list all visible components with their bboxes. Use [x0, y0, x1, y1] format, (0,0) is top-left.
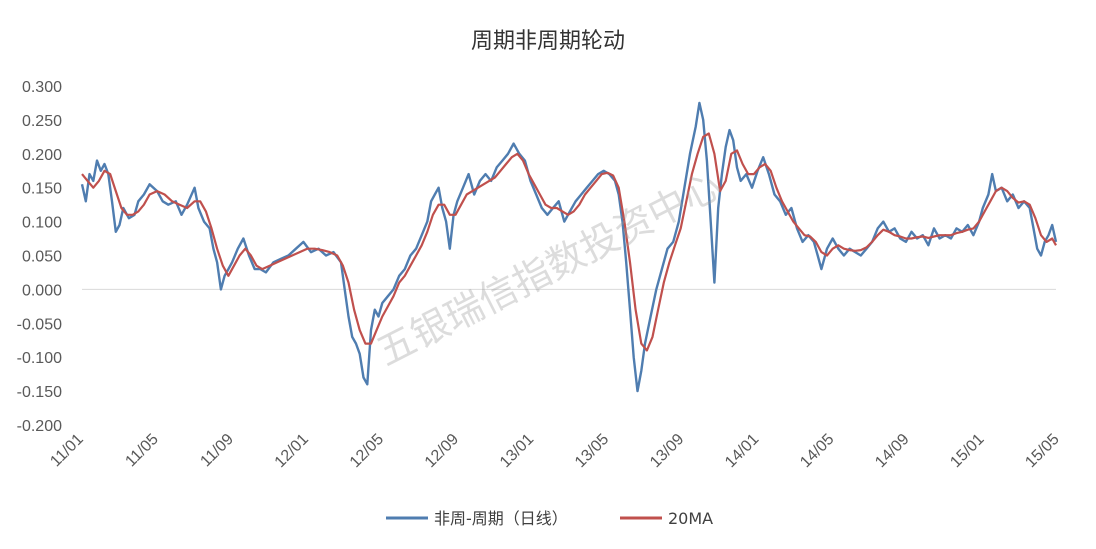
legend-label: 20MA	[668, 509, 713, 528]
y-tick-label: 0.200	[22, 147, 62, 164]
y-tick-label: 0.100	[22, 215, 62, 232]
y-axis: 0.300 0.250 0.200 0.150 0.100 0.050 0.000 -0.05…	[17, 79, 62, 435]
x-tick-label: 11/05	[122, 431, 162, 471]
legend-label: 非周-周期（日线）	[434, 509, 568, 528]
y-tick-label: -0.050	[17, 316, 62, 333]
x-tick-label: 13/05	[572, 431, 612, 471]
series-line-20ma	[81, 132, 1057, 352]
x-tick-label: 12/09	[422, 431, 462, 471]
legend: 非周-周期（日线） 20MA	[386, 509, 713, 528]
x-tick-label: 14/01	[722, 431, 762, 471]
y-tick-label: -0.200	[17, 418, 62, 435]
y-tick-label: 0.250	[22, 113, 62, 130]
x-tick-label: 14/09	[872, 431, 912, 471]
x-tick-label: 11/01	[47, 431, 87, 471]
series-group	[80, 101, 1058, 393]
y-tick-label: -0.150	[17, 384, 62, 401]
x-tick-label: 13/01	[497, 431, 537, 471]
series-line-daily	[80, 101, 1058, 393]
y-tick-label: 0.000	[22, 282, 62, 299]
x-tick-label: 12/01	[272, 431, 312, 471]
chart-title: 周期非周期轮动	[471, 29, 625, 54]
x-tick-label: 13/09	[647, 431, 687, 471]
x-tick-label: 15/01	[947, 431, 987, 471]
x-tick-label: 12/05	[347, 431, 387, 471]
watermark: 五银瑞信指数投资中心	[370, 163, 729, 375]
x-axis: 11/01 11/05 11/09 12/01 12/05 12/09 13/01 13/05…	[47, 431, 1062, 471]
y-tick-label: 0.150	[22, 181, 62, 198]
y-tick-label: 0.050	[22, 249, 62, 266]
x-tick-label: 11/09	[197, 431, 237, 471]
y-tick-label: -0.100	[17, 350, 62, 367]
y-tick-label: 0.300	[22, 79, 62, 96]
x-tick-label: 15/05	[1022, 431, 1062, 471]
x-tick-label: 14/05	[797, 431, 837, 471]
